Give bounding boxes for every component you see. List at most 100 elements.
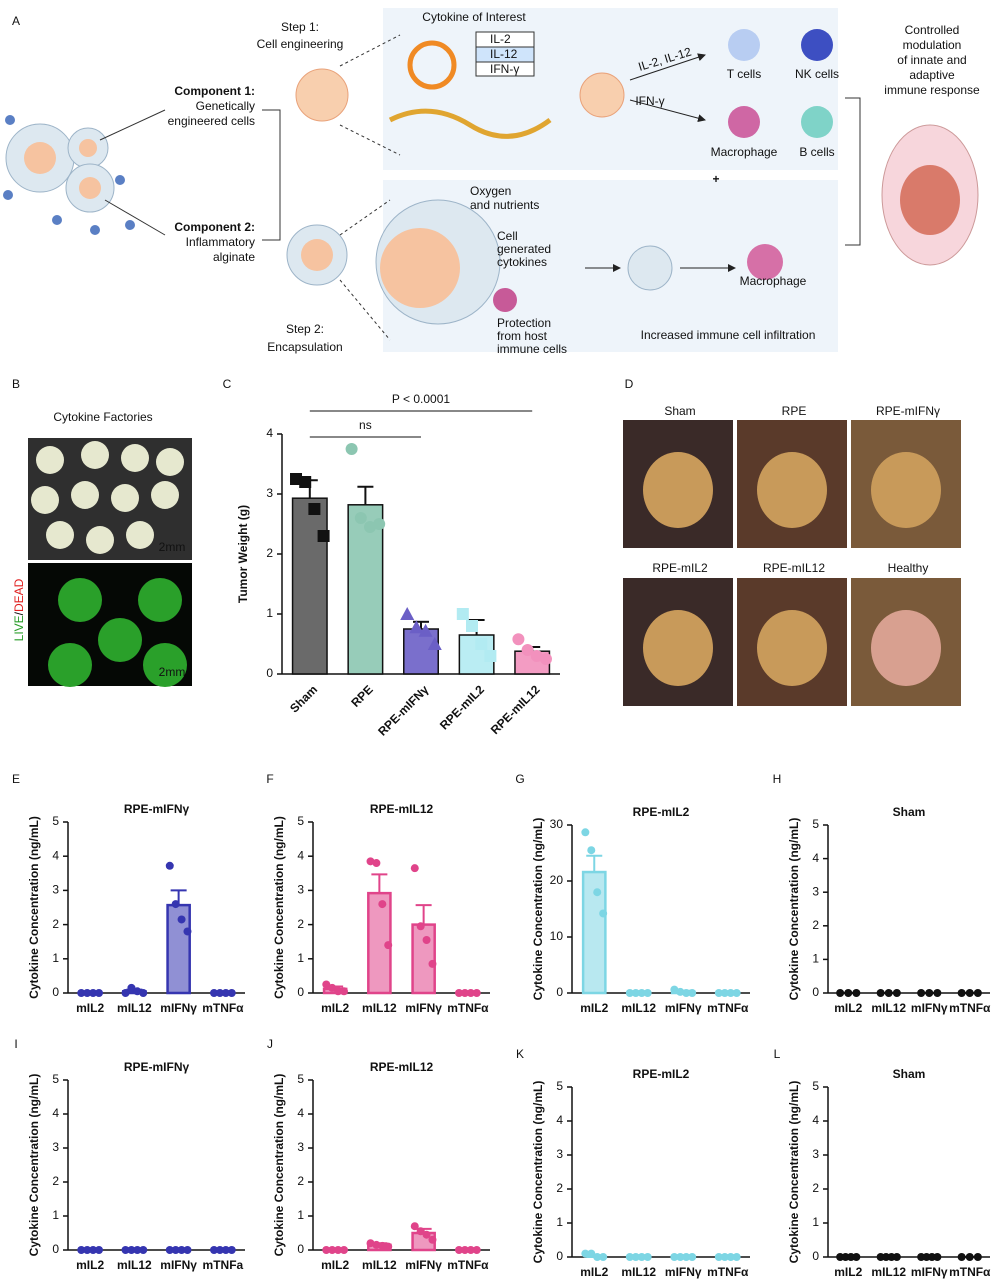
point (637, 1253, 646, 1261)
stain-part: / (12, 611, 26, 615)
point (852, 1253, 861, 1261)
x-tick-label: mIFNγ (665, 1265, 702, 1279)
y-axis-label: Cytokine Concentration (ng/mL) (27, 1074, 41, 1257)
bar (347, 504, 384, 675)
bead (81, 441, 109, 469)
point (455, 989, 464, 997)
point (472, 1246, 481, 1254)
point (637, 989, 646, 997)
point (171, 1246, 180, 1254)
point (363, 521, 376, 533)
y-tick-label: 4 (812, 1113, 819, 1127)
step-text: Encapsulation (267, 340, 342, 354)
y-tick-label: 3 (297, 883, 304, 897)
point (643, 1253, 652, 1261)
y-tick-label: 3 (812, 884, 819, 898)
step-text: Step 1: (281, 20, 319, 34)
bead (121, 444, 149, 472)
organ (871, 452, 941, 528)
note: and nutrients (470, 198, 539, 212)
point (466, 1246, 475, 1254)
panel-letter: E (12, 772, 20, 786)
point (682, 1253, 691, 1261)
y-axis-label: Cytokine Concentration (ng/mL) (272, 816, 286, 999)
point (957, 1253, 966, 1261)
y-tick-label: 1 (297, 951, 304, 965)
point (484, 650, 497, 662)
panel-letter: G (515, 772, 524, 786)
y-tick-label: 4 (556, 1113, 563, 1127)
point (925, 989, 934, 997)
y-tick-label: 2 (812, 918, 819, 932)
note: Protection (497, 316, 551, 330)
organ (643, 610, 713, 686)
x-tick-label: mIFNγ (405, 1001, 442, 1015)
point (77, 1246, 86, 1254)
point (688, 989, 697, 997)
y-axis-label: Cytokine Concentration (ng/mL) (531, 818, 545, 1001)
bead (156, 448, 184, 476)
x-tick-label: mIL12 (117, 1001, 152, 1015)
panel-letter: J (267, 1037, 273, 1051)
y-tick-label: 1 (812, 1215, 819, 1229)
point (334, 1246, 343, 1254)
note: immune cells (497, 342, 567, 356)
caption: Increased immune cell infiltration (641, 328, 816, 342)
y-tick-label: 20 (550, 873, 564, 887)
y-tick-label: 0 (812, 1249, 819, 1263)
outcome-text: of innate and (897, 53, 966, 67)
option: IFN-γ (490, 62, 519, 76)
point (227, 989, 236, 997)
point (77, 989, 86, 997)
photo-label: RPE (782, 404, 807, 418)
y-tick-label: 4 (52, 1106, 59, 1120)
x-tick-label: mTNFα (447, 1258, 489, 1272)
point (876, 989, 885, 997)
point (428, 1235, 437, 1244)
bead (126, 521, 154, 549)
y-tick-label: 0 (52, 1242, 59, 1256)
point (410, 864, 419, 873)
y-tick-label: 1 (266, 606, 273, 620)
y-tick-label: 2 (266, 546, 273, 560)
point (83, 989, 92, 997)
point (581, 1249, 590, 1258)
photo-label: Sham (664, 404, 695, 418)
point (852, 989, 861, 997)
bead-live (58, 578, 102, 622)
chart-title: RPE-mIL12 (370, 802, 434, 816)
point (418, 623, 433, 637)
point (631, 989, 640, 997)
point (127, 983, 136, 992)
x-tick-label: RPE-mIFNγ (375, 682, 431, 738)
point (631, 1253, 640, 1261)
point (299, 476, 312, 488)
y-tick-label: 5 (297, 1072, 304, 1086)
plus: + (712, 172, 719, 186)
chart-title: RPE-mIFNγ (124, 1060, 190, 1074)
arrow-label: IFN-γ (635, 94, 664, 108)
point (973, 989, 982, 997)
point (384, 941, 393, 950)
outcome-text: adaptive (909, 68, 955, 82)
y-tick-label: 3 (812, 1147, 819, 1161)
point (339, 1246, 348, 1254)
point (221, 1246, 230, 1254)
bead (31, 486, 59, 514)
bracket (262, 109, 281, 241)
cell-label: T cells (727, 67, 761, 81)
y-tick-label: 5 (52, 1072, 59, 1086)
point (322, 1246, 331, 1254)
point (466, 620, 479, 632)
note: from host (497, 329, 548, 343)
cell-label: B cells (799, 145, 834, 159)
component-text: Inflammatory (186, 235, 255, 249)
caption: Cytokine of Interest (422, 10, 526, 24)
point (183, 1246, 192, 1254)
point (720, 1253, 729, 1261)
point (625, 989, 634, 997)
x-tick-label: RPE (348, 682, 375, 709)
annotation: ns (359, 418, 372, 432)
y-tick-label: 2 (812, 1181, 819, 1195)
